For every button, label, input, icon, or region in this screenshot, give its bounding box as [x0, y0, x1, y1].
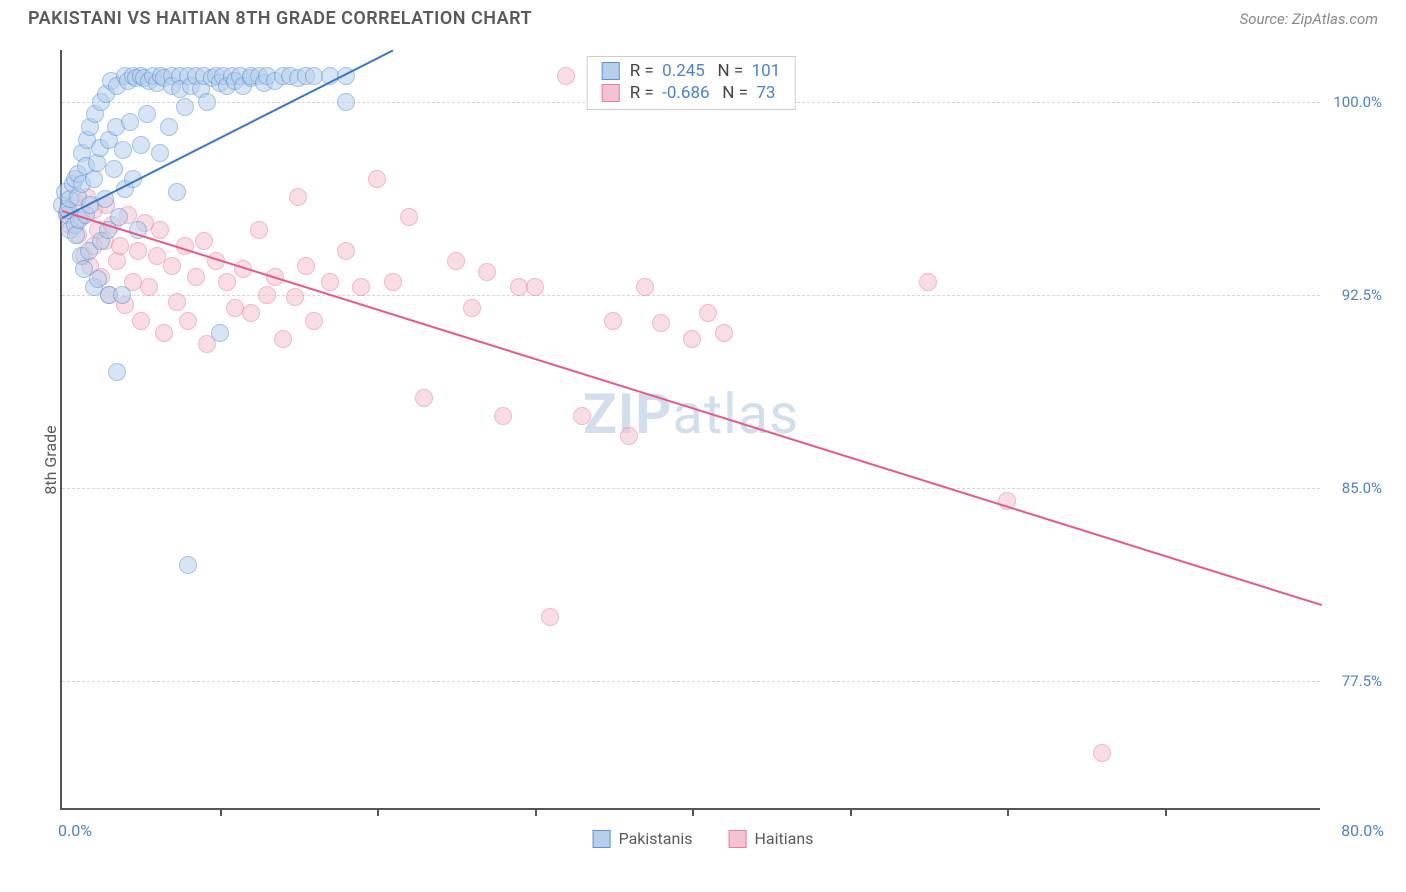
data-point — [129, 242, 147, 260]
chart-container: 8th Grade ZIPatlas R = 0.245 N = 101 R =… — [20, 40, 1386, 880]
legend-series: Pakistanis Haitians — [593, 829, 814, 848]
data-point — [699, 304, 717, 322]
data-point — [352, 278, 370, 296]
data-point — [494, 407, 512, 425]
plot-area: ZIPatlas R = 0.245 N = 101 R = -0.686 N … — [60, 50, 1320, 810]
data-point — [321, 273, 339, 291]
data-point — [258, 286, 276, 304]
data-point — [636, 278, 654, 296]
data-point — [463, 299, 481, 317]
data-point — [67, 226, 85, 244]
data-point — [111, 237, 129, 255]
data-point — [305, 312, 323, 330]
swatch-haitians-icon — [728, 830, 746, 848]
data-point — [1093, 744, 1111, 762]
data-point — [604, 312, 622, 330]
data-point — [250, 221, 268, 239]
legend-correlation-box: R = 0.245 N = 101 R = -0.686 N = 73 — [587, 56, 796, 110]
gridline — [62, 488, 1320, 489]
legend-item-pakistanis: Pakistanis — [593, 829, 693, 848]
data-point — [541, 608, 559, 626]
swatch-pakistanis-icon — [593, 830, 611, 848]
x-tick — [535, 808, 537, 816]
y-axis-label: 8th Grade — [41, 425, 60, 494]
data-point — [168, 183, 186, 201]
data-point — [113, 286, 131, 304]
data-point — [114, 141, 132, 159]
data-point — [179, 556, 197, 574]
data-point — [138, 105, 156, 123]
data-point — [919, 273, 937, 291]
data-point — [198, 93, 216, 111]
y-tick-label: 85.0% — [1326, 479, 1382, 497]
gridline — [62, 295, 1320, 296]
swatch-pakistanis — [602, 62, 620, 80]
x-tick — [1007, 808, 1009, 816]
data-point — [160, 118, 178, 136]
legend-item-haitians: Haitians — [728, 829, 813, 848]
chart-title: PAKISTANI VS HAITIAN 8TH GRADE CORRELATI… — [28, 8, 532, 29]
data-point — [132, 312, 150, 330]
data-point — [286, 288, 304, 306]
data-point — [447, 252, 465, 270]
data-point — [140, 278, 158, 296]
data-point — [242, 304, 260, 322]
data-point — [297, 257, 315, 275]
data-point — [88, 154, 106, 172]
data-point — [151, 144, 169, 162]
y-tick-label: 77.5% — [1326, 672, 1382, 690]
data-point — [121, 113, 139, 131]
x-tick — [220, 808, 222, 816]
data-point — [105, 160, 123, 178]
x-tick — [850, 808, 852, 816]
data-point — [715, 324, 733, 342]
gridline — [62, 681, 1320, 682]
x-tick — [377, 808, 379, 816]
source-attribution: Source: ZipAtlas.com — [1240, 10, 1378, 28]
x-tick — [1165, 808, 1167, 816]
data-point — [155, 324, 173, 342]
swatch-haitians — [602, 84, 620, 102]
x-axis-min-label: 0.0% — [58, 821, 92, 840]
data-point — [415, 389, 433, 407]
y-tick-label: 92.5% — [1326, 286, 1382, 304]
data-point — [85, 170, 103, 188]
data-point — [110, 208, 128, 226]
data-point — [179, 312, 197, 330]
x-tick — [692, 808, 694, 816]
legend-row-haitians: R = -0.686 N = 73 — [602, 83, 781, 103]
data-point — [187, 268, 205, 286]
data-point — [211, 324, 229, 342]
data-point — [337, 93, 355, 111]
data-point — [108, 363, 126, 381]
data-point — [337, 242, 355, 260]
data-point — [384, 273, 402, 291]
data-point — [526, 278, 544, 296]
data-point — [620, 427, 638, 445]
data-point — [478, 263, 496, 281]
watermark: ZIPatlas — [583, 381, 799, 447]
x-axis-max-label: 80.0% — [1341, 821, 1384, 840]
data-point — [289, 188, 307, 206]
data-point — [195, 232, 213, 250]
data-point — [683, 330, 701, 348]
data-point — [274, 330, 292, 348]
data-point — [400, 208, 418, 226]
data-point — [151, 221, 169, 239]
data-point — [557, 67, 575, 85]
data-point — [108, 252, 126, 270]
legend-row-pakistanis: R = 0.245 N = 101 — [602, 61, 781, 81]
trend-line — [62, 210, 1323, 606]
data-point — [218, 273, 236, 291]
y-tick-label: 100.0% — [1326, 93, 1382, 111]
data-point — [132, 136, 150, 154]
data-point — [573, 407, 591, 425]
data-point — [652, 314, 670, 332]
data-point — [368, 170, 386, 188]
data-point — [163, 257, 181, 275]
data-point — [168, 293, 186, 311]
data-point — [176, 98, 194, 116]
